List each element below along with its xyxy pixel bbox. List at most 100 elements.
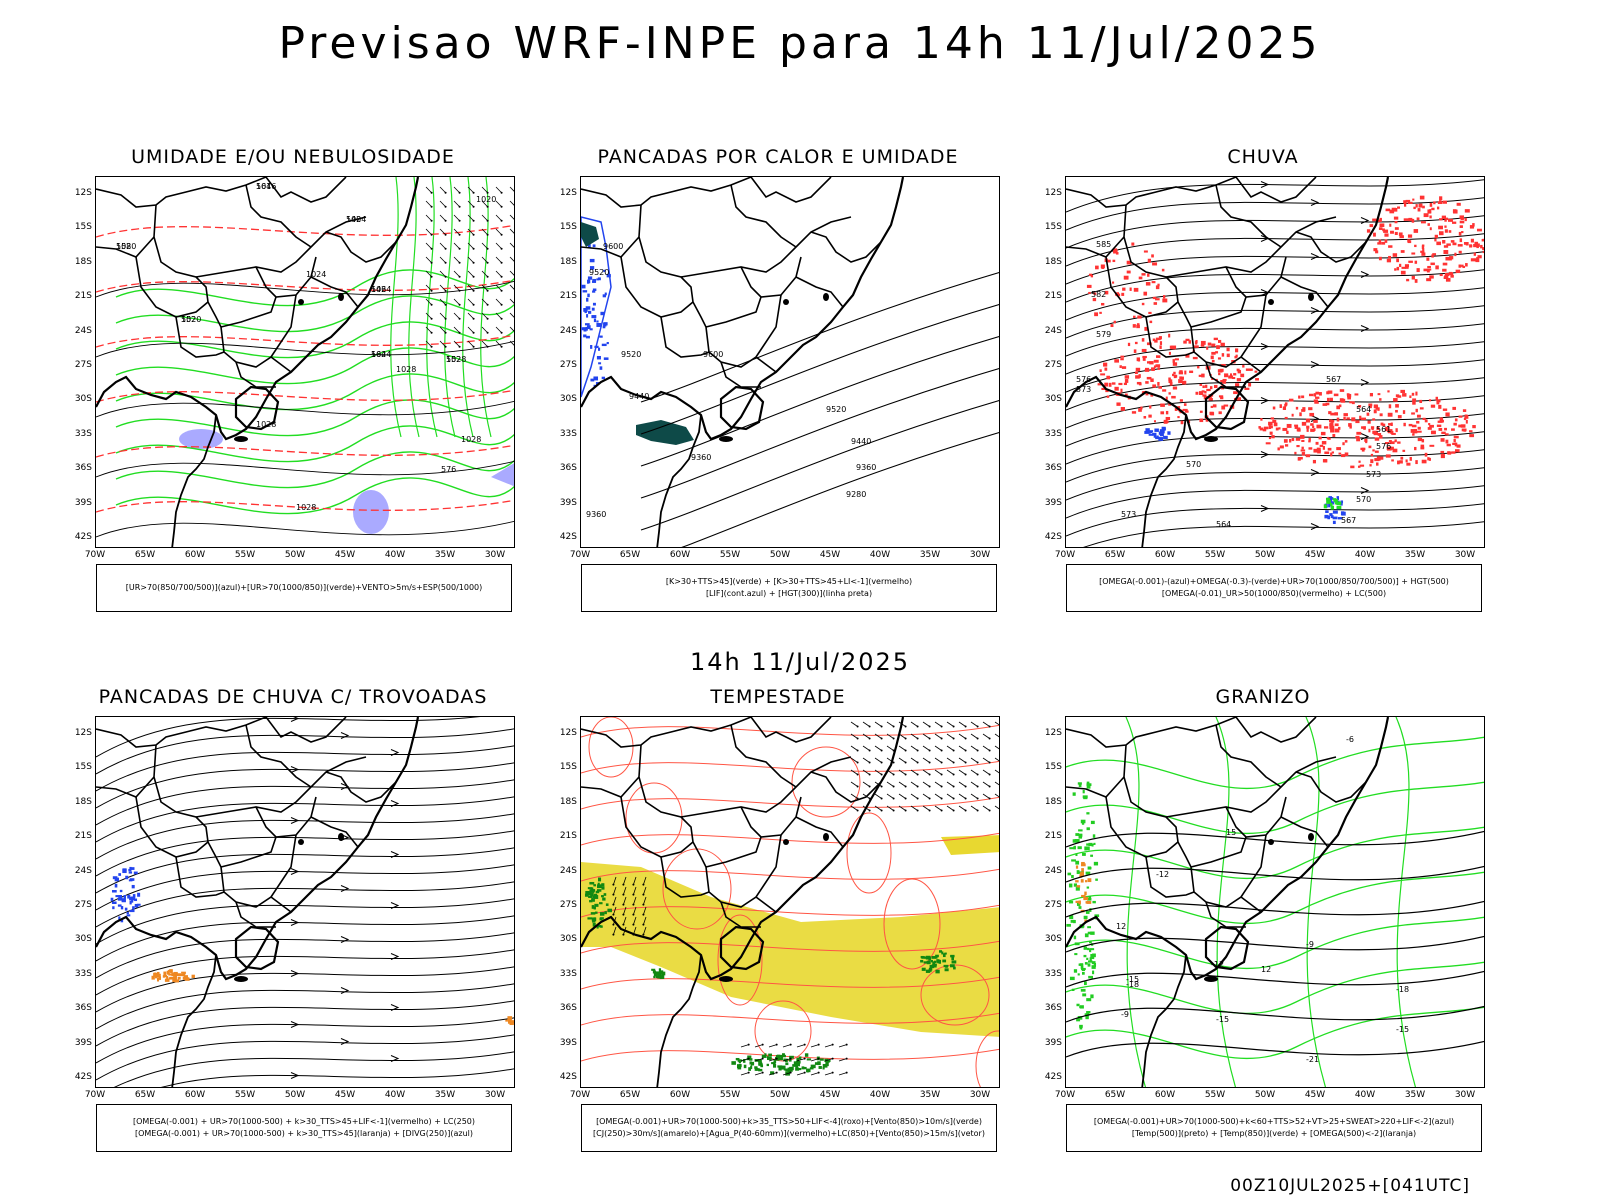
streamline-arrow bbox=[1310, 253, 1320, 260]
legend-line-2: [Temp(500)](preto) + [Temp(850)](verde) … bbox=[1131, 1129, 1417, 1138]
streamline-arrow bbox=[1260, 505, 1270, 512]
divergence-speckle bbox=[129, 900, 132, 905]
country-border bbox=[795, 276, 844, 308]
rain-omega-speckle bbox=[1328, 503, 1331, 508]
temp850-speckle bbox=[1081, 967, 1086, 971]
rain-speckle bbox=[1313, 419, 1318, 423]
divergence-speckle bbox=[111, 890, 117, 893]
lif-speckle bbox=[602, 325, 606, 329]
wind-vector-head bbox=[472, 317, 475, 320]
wind850-area bbox=[809, 1067, 814, 1070]
rain-speckle bbox=[1270, 417, 1275, 420]
rain-speckle bbox=[1162, 389, 1167, 392]
country-border bbox=[1295, 771, 1367, 803]
wind-vector bbox=[862, 745, 870, 751]
rain-speckle bbox=[1314, 401, 1319, 404]
wind-vector-head bbox=[880, 725, 883, 728]
wind-vector bbox=[824, 1072, 833, 1076]
reservoir-marker bbox=[823, 833, 829, 841]
wind-vector bbox=[796, 1072, 805, 1076]
thunderstorm-speckle bbox=[172, 979, 175, 983]
rain-speckle bbox=[1446, 243, 1451, 246]
country-border bbox=[96, 776, 155, 798]
wind-vector bbox=[862, 757, 870, 763]
streamline bbox=[1066, 485, 1484, 519]
humidity-contour bbox=[480, 177, 492, 438]
rain-speckle bbox=[1465, 419, 1468, 424]
humidity-contour bbox=[115, 347, 514, 385]
wind-vector-head bbox=[904, 797, 907, 800]
lon-tick-label: 45W bbox=[819, 550, 841, 560]
country-border bbox=[1165, 216, 1337, 278]
wind850-area bbox=[920, 959, 924, 963]
wind-vector bbox=[439, 214, 446, 222]
rain-speckle bbox=[1482, 238, 1484, 242]
wind-vector-head bbox=[817, 1071, 820, 1074]
country-border bbox=[1105, 256, 1179, 318]
wind-vector-head bbox=[642, 913, 645, 916]
wind-vector bbox=[874, 745, 882, 751]
wind850-area bbox=[592, 920, 596, 923]
wind-vector-head bbox=[880, 749, 883, 752]
rain-speckle bbox=[1445, 217, 1449, 221]
wind-vector-head bbox=[916, 773, 919, 776]
rain-speckle bbox=[1259, 427, 1264, 431]
contour-label: 561 bbox=[1376, 425, 1391, 434]
jet-stream-area bbox=[581, 862, 999, 1037]
rain-speckle bbox=[1305, 454, 1311, 458]
rain-speckle bbox=[1120, 388, 1123, 393]
rain-speckle bbox=[1419, 399, 1423, 404]
rain-speckle bbox=[1377, 242, 1382, 245]
rain-speckle bbox=[1402, 449, 1406, 452]
wind-vector-head bbox=[458, 303, 461, 306]
lat-tick-label: 39S bbox=[1044, 497, 1062, 508]
rain-speckle bbox=[1417, 426, 1421, 430]
country-border bbox=[1280, 276, 1329, 308]
wind850-area bbox=[944, 968, 949, 972]
wind-vector bbox=[862, 733, 870, 739]
rain-speckle bbox=[1387, 390, 1390, 393]
lat-tick-label: 39S bbox=[559, 497, 577, 508]
wind850-area bbox=[594, 911, 598, 914]
temp850-speckle bbox=[1087, 926, 1092, 929]
wind850-area bbox=[658, 968, 662, 973]
rain-speckle bbox=[1199, 410, 1203, 413]
divergence-speckle bbox=[136, 903, 141, 906]
contour-label: 1024 bbox=[371, 350, 391, 359]
divergence-speckle bbox=[114, 877, 119, 882]
wind850-area bbox=[589, 900, 593, 903]
panel-thunderstorm-showers: PANCADAS DE CHUVA C/ TROVOADAS [OMEGA(-0… bbox=[48, 686, 538, 1156]
rain-speckle bbox=[1384, 442, 1390, 445]
streamline-arrow bbox=[1360, 433, 1370, 440]
wind-vector bbox=[886, 793, 894, 799]
wind-vector-head bbox=[964, 749, 967, 752]
rain-speckle bbox=[1329, 419, 1333, 423]
lat-tick-label: 18S bbox=[559, 796, 577, 807]
wind850-area bbox=[818, 1066, 822, 1069]
country-border bbox=[1066, 177, 1237, 208]
lon-tick-label: 40W bbox=[869, 550, 891, 560]
rain-speckle bbox=[1165, 396, 1168, 400]
rain-speckle bbox=[1138, 382, 1142, 386]
rain-speckle bbox=[1464, 218, 1467, 222]
rain-speckle bbox=[1312, 425, 1315, 429]
rain-speckle bbox=[1202, 385, 1205, 389]
rain-speckle bbox=[1373, 232, 1376, 237]
streamline-arrow bbox=[290, 1021, 300, 1028]
wind-vector-head bbox=[472, 233, 475, 236]
legend-line-2: [OMEGA(-0.001) + UR>70(1000-500) + k>30_… bbox=[134, 1129, 474, 1138]
temp850-speckle bbox=[1075, 886, 1080, 891]
streamline-arrow bbox=[290, 1072, 300, 1079]
rain-speckle bbox=[1325, 402, 1330, 406]
wind-vector bbox=[425, 228, 432, 236]
hgt300-contour bbox=[640, 272, 999, 403]
temp850-speckle bbox=[1094, 914, 1100, 918]
temp500-contour bbox=[1066, 900, 1484, 918]
wind-vector-head bbox=[880, 737, 883, 740]
rain-speckle bbox=[1294, 451, 1297, 455]
divergence-speckle bbox=[133, 871, 138, 875]
wind-vector bbox=[970, 769, 978, 775]
streamline-arrow bbox=[390, 749, 400, 756]
omega500-speckle bbox=[1080, 879, 1084, 883]
wind-vector-head bbox=[430, 233, 433, 236]
